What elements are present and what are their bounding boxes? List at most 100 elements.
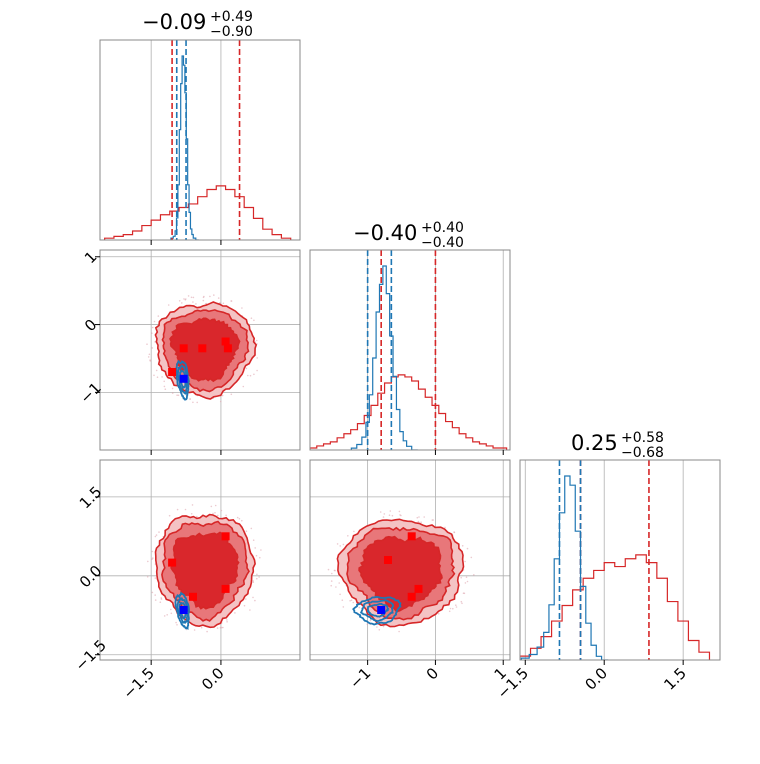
scatter-point xyxy=(154,341,156,343)
scatter-point xyxy=(192,296,195,299)
blue-contour-level-3 xyxy=(366,602,390,618)
scatter-point xyxy=(258,576,260,578)
blue-contour-level-1 xyxy=(174,591,190,631)
y-tick-label: 0.0 xyxy=(76,562,106,592)
y-tick-label: 1.5 xyxy=(76,483,106,513)
scatter-point xyxy=(245,598,247,600)
scatter-point xyxy=(382,625,385,628)
panel-frames xyxy=(99,39,721,661)
scatter-point xyxy=(259,556,261,559)
scatter-point xyxy=(190,296,193,299)
red-marker xyxy=(407,592,416,601)
scatter-point xyxy=(151,558,153,560)
x-tick-label: −1.5 xyxy=(119,664,157,702)
scatter-point xyxy=(382,516,385,518)
scatter-point xyxy=(256,573,258,576)
scatter-point xyxy=(155,534,158,536)
blue-contour-level-2 xyxy=(176,597,189,625)
scatter-point xyxy=(383,513,386,515)
scatter-point xyxy=(164,388,167,391)
frame-p2-vs-p0 xyxy=(99,459,301,661)
scatter-point xyxy=(352,601,355,604)
scatter-point xyxy=(176,508,179,511)
red-marker xyxy=(198,344,207,353)
red-histogram xyxy=(520,554,711,660)
scatter-point xyxy=(221,394,224,397)
scatter-point xyxy=(146,576,149,578)
scatter-point xyxy=(341,599,344,601)
title-p1: −0.40 +0.40 −0.40 xyxy=(353,220,464,251)
scatter-point xyxy=(219,302,221,304)
scatter-point xyxy=(334,569,336,572)
scatter-point xyxy=(163,380,165,383)
scatter-point xyxy=(160,597,162,599)
scatter-point xyxy=(151,332,153,335)
scatter-point xyxy=(420,521,422,523)
x-tick-label: 1.5 xyxy=(660,664,690,694)
scatter-point xyxy=(151,591,154,594)
frame-p2-vs-p1 xyxy=(309,459,511,661)
scatter-point xyxy=(217,514,219,517)
y-tick-label: 1 xyxy=(81,248,100,267)
scatter-point xyxy=(245,530,248,532)
scatter-point xyxy=(256,369,258,372)
scatter-point xyxy=(160,598,163,600)
scatter-point xyxy=(330,584,333,587)
scatter-point xyxy=(217,297,220,299)
blue-contour-level-1 xyxy=(175,359,190,401)
scatter-point xyxy=(350,599,353,601)
hist-panel-p2 xyxy=(520,460,711,660)
scatter-point xyxy=(184,508,187,511)
scatter-point xyxy=(253,319,255,322)
scatter-point xyxy=(249,374,252,377)
scatter-point xyxy=(398,630,400,633)
scatter-point xyxy=(213,294,215,296)
x-tick-label: 0 xyxy=(423,664,442,683)
scatter-point xyxy=(195,303,197,305)
title-p0-minus: −0.90 xyxy=(210,24,253,40)
scatter-point xyxy=(391,514,394,517)
scatter-point xyxy=(466,580,469,583)
blue-histogram xyxy=(170,55,199,240)
scatter-point xyxy=(168,514,171,517)
scatter-point xyxy=(230,393,233,396)
scatter-point xyxy=(220,626,223,629)
scatter-point xyxy=(466,547,469,550)
scatter-point xyxy=(250,317,253,320)
scatter-point xyxy=(366,623,369,625)
y-tick-label: −1.5 xyxy=(71,636,109,674)
scatter-point xyxy=(464,582,467,584)
scatter-point xyxy=(398,510,401,513)
scatter-point xyxy=(379,511,382,513)
scatter-point xyxy=(163,615,166,617)
scatter-point xyxy=(349,600,351,602)
scatter-point xyxy=(448,610,451,613)
blue-contour-level-2 xyxy=(176,364,189,395)
scatter-point xyxy=(222,302,225,305)
scatter-point xyxy=(155,369,158,372)
scatter-point xyxy=(202,299,205,302)
title-p0-median: −0.09 xyxy=(142,10,206,34)
scatter-point xyxy=(151,347,154,349)
scatter-point xyxy=(400,514,402,517)
scatter-point xyxy=(376,626,378,628)
title-p0-plus: +0.49 xyxy=(210,9,253,25)
scatter-point xyxy=(416,516,419,519)
scatter-point xyxy=(214,504,217,507)
scatter-point xyxy=(219,400,222,403)
scatter-point xyxy=(449,607,452,610)
scatter-point xyxy=(200,626,203,629)
scatter-point xyxy=(255,577,258,580)
frame-p0-hist xyxy=(99,39,301,241)
scatter-point xyxy=(234,612,236,614)
scatter-point xyxy=(455,604,457,606)
scatter-point xyxy=(219,626,222,629)
scatter-point xyxy=(191,504,194,506)
joint-panel-p2-vs-p0 xyxy=(100,460,300,660)
scatter-point xyxy=(156,376,159,379)
scatter-point xyxy=(154,594,156,596)
scatter-point xyxy=(214,512,216,514)
scatter-point xyxy=(460,576,463,579)
